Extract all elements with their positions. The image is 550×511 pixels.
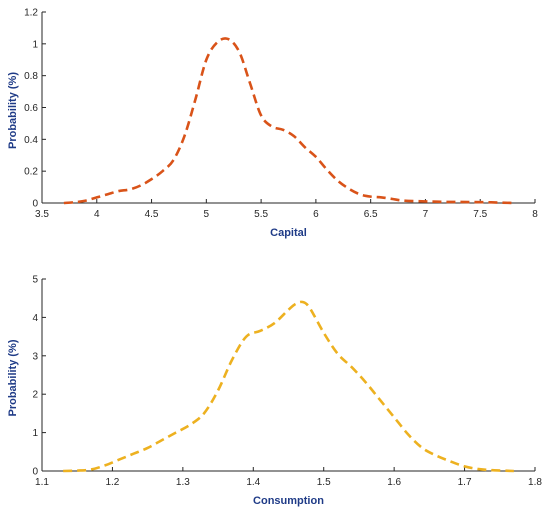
capital-series-line	[63, 37, 514, 205]
capital-x-axis-label: Capital	[270, 227, 307, 239]
consumption-x-axis-label: Consumption	[253, 495, 324, 507]
consumption-y-tick-label: 2	[32, 390, 38, 401]
consumption-y-tick-label: 0	[32, 467, 38, 478]
consumption-chart: 1.1 1.2 1.3 1.4 1.5 1.6 1.7 1.8 0 1 2 3 4 5 Consumptio…	[7, 275, 542, 508]
capital-x-tick-label: 4	[94, 209, 100, 220]
capital-x-tick-label: 8	[532, 209, 538, 220]
capital-chart: 3.5 4 4.5 5 5.5 6 6.5 7 7.5 8 0 0.2 0.4 0.6 0.8 1 1.2 Cap…	[7, 8, 538, 240]
capital-x-tick-label: 7.5	[473, 209, 487, 220]
capital-x-tick-label: 6.5	[364, 209, 378, 220]
consumption-x-tick-label: 1.4	[246, 477, 260, 488]
consumption-x-tick-label: 1.6	[387, 477, 401, 488]
consumption-x-tick-label: 1.1	[35, 477, 49, 488]
capital-y-tick-label: 1	[32, 39, 38, 50]
capital-x-tick-label: 3.5	[35, 209, 49, 220]
consumption-y-tick-label: 4	[32, 313, 38, 324]
consumption-x-tick-label: 1.3	[176, 477, 190, 488]
capital-y-tick-label: 0.2	[24, 167, 38, 178]
consumption-x-tick-label: 1.2	[105, 477, 119, 488]
capital-y-tick-label: 0	[32, 199, 38, 210]
consumption-x-tick-label: 1.5	[317, 477, 331, 488]
consumption-series-line	[63, 300, 514, 473]
consumption-y-tick-label: 1	[32, 428, 38, 439]
capital-x-tick-label: 7	[423, 209, 429, 220]
capital-x-tick-label: 5	[204, 209, 210, 220]
capital-x-tick-label: 6	[313, 209, 319, 220]
consumption-y-tick-label: 5	[32, 275, 38, 286]
capital-y-tick-label: 0.4	[24, 135, 38, 146]
consumption-x-tick-label: 1.7	[458, 477, 472, 488]
consumption-x-tick-label: 1.8	[528, 477, 542, 488]
consumption-y-axis-label: Probability (%)	[7, 339, 19, 416]
capital-y-tick-label: 0.6	[24, 103, 38, 114]
capital-x-tick-label: 4.5	[145, 209, 159, 220]
capital-y-tick-label: 0.8	[24, 71, 38, 82]
capital-x-tick-label: 5.5	[254, 209, 268, 220]
capital-y-axis-label: Probability (%)	[7, 72, 19, 149]
consumption-y-tick-label: 3	[32, 351, 38, 362]
capital-y-tick-label: 1.2	[24, 8, 38, 19]
